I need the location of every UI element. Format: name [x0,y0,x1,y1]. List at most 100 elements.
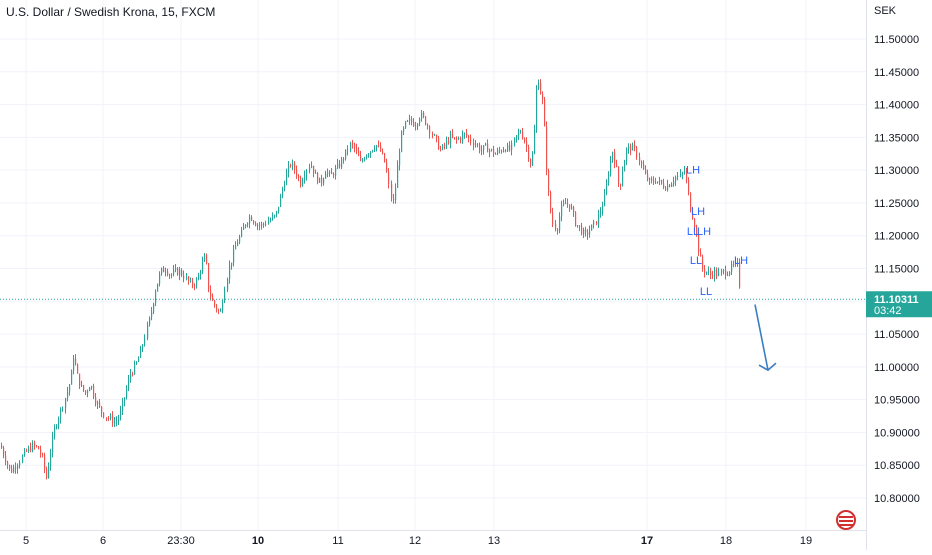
candle-body [356,148,358,151]
candle-body [612,152,614,161]
forecast-arrow[interactable] [754,304,777,372]
candle-body [526,141,528,147]
candle-body [91,386,93,388]
candle-body [62,408,64,410]
candle-body [99,402,101,407]
candle-body [725,269,727,276]
candle-body [196,279,198,286]
candle-body [645,169,647,174]
candle-body [528,146,530,160]
price-axis[interactable]: SEK 11.50000 11.45000 11.40000 11.35000 11.30… [866,0,932,550]
candle-body [274,215,276,217]
candle-body [40,449,42,455]
candle-body [583,229,585,235]
candle-body [639,157,641,162]
candle-body [716,269,718,276]
candle-body [298,175,300,178]
candle-body [3,448,5,456]
candle-body [682,172,684,175]
candle-body [136,362,138,364]
time-tick-label: 18 [720,535,732,547]
candle-body [495,153,497,155]
candle-body [499,150,501,152]
candle-body [464,133,466,135]
candle-body [229,265,231,280]
candle-body [151,311,153,318]
candle-body [22,455,24,463]
candle-body [315,172,317,174]
candle-body [13,467,15,473]
candle-body [354,144,356,149]
candle-body [518,132,520,136]
candle-body [575,212,577,226]
candle-body [651,178,653,181]
current-price-badge [866,291,932,318]
candle-body [52,436,54,453]
price-tick-label: 11.50000 [874,34,919,46]
candle-body [309,167,311,171]
candle-body [286,172,288,185]
candle-body [294,163,296,170]
candle-body [731,264,733,272]
candle-body [58,418,60,426]
candle-body [710,271,712,275]
candle-body [643,164,645,170]
candle-body [460,138,462,141]
candle-body [112,415,114,424]
tradingview-logo-icon[interactable] [836,510,856,530]
candle-body [591,224,593,231]
candle-body [171,274,173,276]
time-tick-label: 19 [800,535,812,547]
candle-body [694,219,696,228]
candle-body [253,220,255,223]
candle-body [634,144,636,148]
candle-body [11,468,13,473]
annotation-ll: LL [690,255,702,267]
candle-body [491,149,493,151]
candle-body [302,180,304,186]
candle-body [42,454,44,456]
time-tick-label: 11 [332,535,343,547]
candle-body [157,283,159,292]
candle-body [208,263,210,291]
candle-body [470,138,472,143]
candle-body [567,203,569,205]
candle-body [67,391,69,399]
candle-body [632,144,634,151]
candle-body [374,148,376,151]
candle-body [142,344,144,349]
candle-body [563,203,565,206]
candle-body [610,160,612,175]
candle-body [103,412,105,418]
time-axis[interactable]: 5 6 23:30 10 11 12 13 17 18 19 [0,530,866,550]
candle-body [468,135,470,139]
candle-body [581,226,583,235]
candle-body [206,255,208,264]
candle-body [434,134,436,136]
candle-body [550,191,552,213]
annotation-lh: LH [734,255,748,267]
candle-body [466,133,468,136]
candle-body [417,123,419,127]
candle-body [278,206,280,212]
candle-body [706,272,708,274]
candle-body [622,171,624,186]
candle-body [352,142,354,145]
candle-body [712,274,714,277]
logo-stripe [839,516,853,518]
candle-body [454,137,456,139]
candle-body [397,165,399,189]
candle-body [118,417,120,422]
candle-body [630,146,632,151]
candle-body [577,225,579,227]
price-tick-label: 11.20000 [874,231,919,243]
candle-body [429,126,431,134]
candle-body [677,175,679,177]
candle-body [657,181,659,183]
candle-body [647,173,649,180]
candle-body [509,145,511,151]
candle-body [188,276,190,282]
